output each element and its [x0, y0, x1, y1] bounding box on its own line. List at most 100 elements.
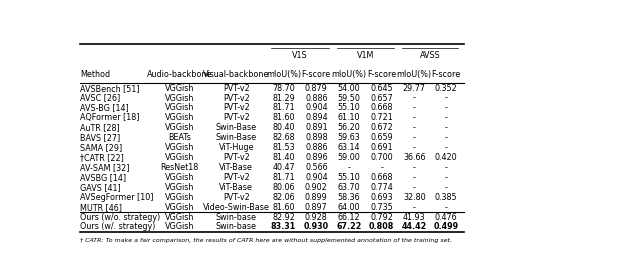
Text: -: - [445, 123, 447, 132]
Text: 0.668: 0.668 [371, 173, 393, 182]
Text: 81.60: 81.60 [273, 203, 295, 212]
Text: -: - [413, 133, 416, 142]
Text: 0.894: 0.894 [305, 113, 328, 122]
Text: 0.566: 0.566 [305, 163, 328, 172]
Text: † CATR: To make a fair comparison, the results of CATR here are without suppleme: † CATR: To make a fair comparison, the r… [80, 239, 452, 243]
Text: -: - [413, 203, 416, 212]
Text: 0.693: 0.693 [371, 193, 393, 202]
Text: -: - [445, 133, 447, 142]
Text: -: - [445, 203, 447, 212]
Text: ViT-Base: ViT-Base [220, 163, 253, 172]
Text: -: - [413, 94, 416, 102]
Text: 0.385: 0.385 [435, 193, 458, 202]
Text: 0.645: 0.645 [371, 84, 393, 93]
Text: 56.20: 56.20 [337, 123, 360, 132]
Text: VGGish: VGGish [165, 143, 195, 152]
Text: 0.891: 0.891 [305, 123, 328, 132]
Text: AV-SAM [32]: AV-SAM [32] [80, 163, 129, 172]
Text: VGGish: VGGish [165, 193, 195, 202]
Text: SAMA [29]: SAMA [29] [80, 143, 122, 152]
Text: AVSS: AVSS [420, 51, 440, 60]
Text: -: - [445, 183, 447, 192]
Text: Ours (w/. strategy): Ours (w/. strategy) [80, 223, 156, 232]
Text: 0.886: 0.886 [305, 143, 328, 152]
Text: 0.904: 0.904 [305, 173, 328, 182]
Text: VGGish: VGGish [165, 84, 195, 93]
Text: 59.50: 59.50 [337, 94, 360, 102]
Text: 32.80: 32.80 [403, 193, 426, 202]
Text: 0.420: 0.420 [435, 153, 458, 162]
Text: 78.70: 78.70 [272, 84, 295, 93]
Text: F-score: F-score [301, 70, 331, 79]
Text: 0.721: 0.721 [370, 113, 393, 122]
Text: VGGish: VGGish [165, 153, 195, 162]
Text: 63.14: 63.14 [337, 143, 360, 152]
Text: -: - [445, 163, 447, 172]
Text: F-score: F-score [431, 70, 461, 79]
Text: 0.928: 0.928 [305, 213, 328, 221]
Text: 44.42: 44.42 [402, 223, 427, 232]
Text: VGGish: VGGish [165, 94, 195, 102]
Text: 54.00: 54.00 [337, 84, 360, 93]
Text: 0.352: 0.352 [435, 84, 458, 93]
Text: 81.53: 81.53 [272, 143, 295, 152]
Text: 0.735: 0.735 [370, 203, 393, 212]
Text: 0.659: 0.659 [370, 133, 393, 142]
Text: Video-Swin-Base: Video-Swin-Base [203, 203, 269, 212]
Text: 80.40: 80.40 [273, 123, 295, 132]
Text: AVSC [26]: AVSC [26] [80, 94, 120, 102]
Text: 0.774: 0.774 [370, 183, 393, 192]
Text: 0.499: 0.499 [433, 223, 459, 232]
Text: PVT-v2: PVT-v2 [223, 173, 250, 182]
Text: -: - [445, 173, 447, 182]
Text: 0.879: 0.879 [305, 84, 328, 93]
Text: PVT-v2: PVT-v2 [223, 153, 250, 162]
Text: V1S: V1S [292, 51, 308, 60]
Text: -: - [413, 173, 416, 182]
Text: GAVS [41]: GAVS [41] [80, 183, 121, 192]
Text: Swin-base: Swin-base [216, 223, 257, 232]
Text: 66.12: 66.12 [337, 213, 360, 221]
Text: -: - [380, 163, 383, 172]
Text: 61.10: 61.10 [337, 113, 360, 122]
Text: 83.31: 83.31 [271, 223, 296, 232]
Text: 36.66: 36.66 [403, 153, 426, 162]
Text: 63.70: 63.70 [337, 183, 360, 192]
Text: 81.29: 81.29 [272, 94, 295, 102]
Text: -: - [445, 104, 447, 113]
Text: -: - [413, 183, 416, 192]
Text: PVT-v2: PVT-v2 [223, 193, 250, 202]
Text: Visual-backbone: Visual-backbone [203, 70, 269, 79]
Text: Swin-base: Swin-base [216, 213, 257, 221]
Text: 55.10: 55.10 [337, 104, 360, 113]
Text: 0.902: 0.902 [305, 183, 328, 192]
Text: BAVS [27]: BAVS [27] [80, 133, 120, 142]
Text: AuTR [28]: AuTR [28] [80, 123, 120, 132]
Text: Ours (w/o. strategy): Ours (w/o. strategy) [80, 213, 160, 221]
Text: 82.06: 82.06 [272, 193, 295, 202]
Text: †CATR [22]: †CATR [22] [80, 153, 124, 162]
Text: Swin-Base: Swin-Base [216, 123, 257, 132]
Text: -: - [445, 143, 447, 152]
Text: VGGish: VGGish [165, 104, 195, 113]
Text: -: - [413, 104, 416, 113]
Text: 82.68: 82.68 [272, 133, 295, 142]
Text: 0.899: 0.899 [305, 193, 328, 202]
Text: VGGish: VGGish [165, 123, 195, 132]
Text: AQFormer [18]: AQFormer [18] [80, 113, 140, 122]
Text: 82.92: 82.92 [272, 213, 295, 221]
Text: 0.691: 0.691 [371, 143, 393, 152]
Text: 80.06: 80.06 [273, 183, 295, 192]
Text: 58.36: 58.36 [337, 193, 360, 202]
Text: VGGish: VGGish [165, 213, 195, 221]
Text: Swin-Base: Swin-Base [216, 133, 257, 142]
Text: 0.657: 0.657 [370, 94, 393, 102]
Text: 0.904: 0.904 [305, 104, 328, 113]
Text: PVT-v2: PVT-v2 [223, 113, 250, 122]
Text: Audio-backbone: Audio-backbone [147, 70, 212, 79]
Text: Method: Method [80, 70, 110, 79]
Text: 0.886: 0.886 [305, 94, 328, 102]
Text: V1M: V1M [357, 51, 374, 60]
Text: 81.60: 81.60 [273, 113, 295, 122]
Text: -: - [413, 163, 416, 172]
